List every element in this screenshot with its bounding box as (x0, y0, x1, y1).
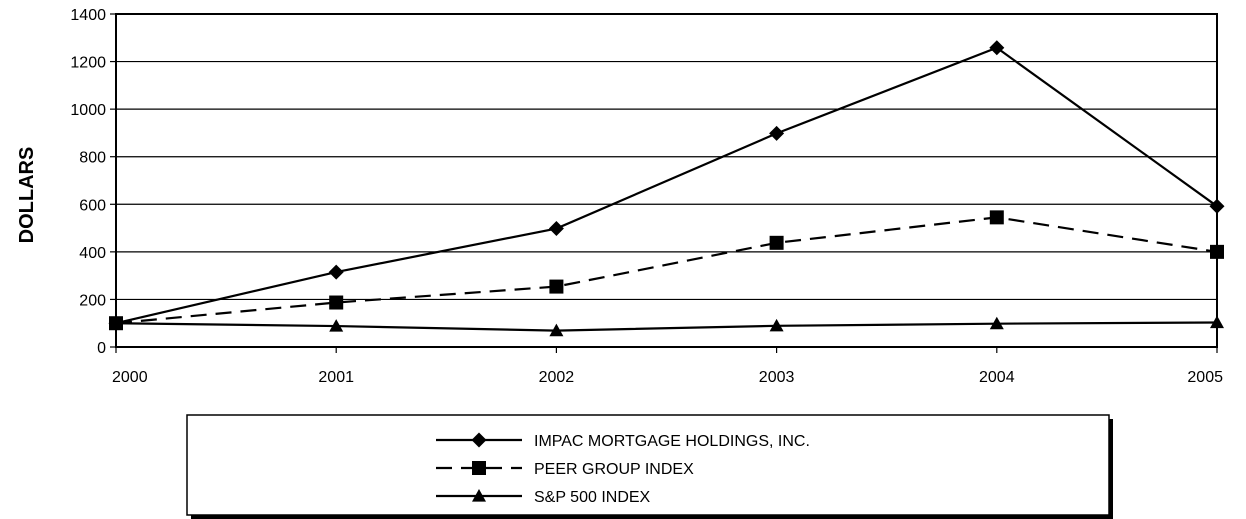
data-point (109, 316, 123, 329)
data-point (1210, 315, 1224, 329)
data-point (989, 316, 1004, 330)
legend-entry: IMPAC MORTGAGE HOLDINGS, INC. (436, 432, 810, 450)
series-diamond (108, 40, 1225, 331)
x-tick-label: 2001 (318, 369, 354, 386)
legend-box (186, 414, 1110, 516)
data-point (1209, 198, 1225, 214)
y-axis-label: DOLLARS (16, 147, 38, 244)
x-tick-label: 2004 (979, 369, 1015, 386)
y-tick-label: 800 (79, 150, 106, 167)
legend-label: S&P 500 INDEX (534, 489, 651, 506)
legend-entry: PEER GROUP INDEX (436, 461, 694, 478)
x-tick-label: 2000 (112, 369, 148, 386)
y-tick-label: 200 (79, 292, 106, 309)
legend-marker (472, 461, 486, 475)
data-point (549, 323, 564, 337)
data-point (769, 318, 784, 332)
y-tick-label: 1000 (70, 102, 106, 119)
data-point (549, 279, 564, 294)
data-point (329, 319, 344, 332)
series-triangle (109, 315, 1224, 337)
series-layer (108, 40, 1225, 337)
x-tick-label: 2002 (539, 369, 575, 386)
y-tick-label: 600 (79, 197, 106, 214)
legend-marker (471, 432, 487, 448)
data-point (329, 295, 344, 310)
y-tick-label: 400 (79, 245, 106, 262)
data-point (328, 264, 344, 280)
plot-area (115, 13, 1218, 348)
legend-entry: S&P 500 INDEX (436, 489, 651, 506)
legend-label: IMPAC MORTGAGE HOLDINGS, INC. (534, 433, 810, 450)
x-axis: 2000 2001 2002 2003 2004 2005 (112, 347, 1223, 386)
series-line (115, 46, 1218, 325)
data-point (989, 210, 1004, 225)
x-tick-label: 2003 (759, 369, 795, 386)
series-square (109, 210, 1224, 331)
legend-label: PEER GROUP INDEX (534, 461, 694, 478)
data-point (548, 221, 564, 237)
y-tick-label: 1200 (70, 55, 106, 72)
x-tick-label: 2005 (1187, 369, 1223, 386)
y-tick-label: 0 (97, 340, 106, 357)
series-line (115, 321, 1218, 332)
y-tick-label: 1400 (70, 7, 106, 24)
data-point (769, 235, 784, 250)
grid-lines (116, 60, 1217, 301)
data-point (1210, 244, 1224, 259)
series-line (115, 216, 1218, 325)
data-point (989, 40, 1005, 56)
legend: IMPAC MORTGAGE HOLDINGS, INC. PEER GROUP … (186, 414, 1113, 519)
y-axis: 0 200 400 600 800 1000 1200 1400 (70, 7, 116, 357)
legend-marker (472, 489, 486, 502)
data-point (769, 125, 785, 141)
